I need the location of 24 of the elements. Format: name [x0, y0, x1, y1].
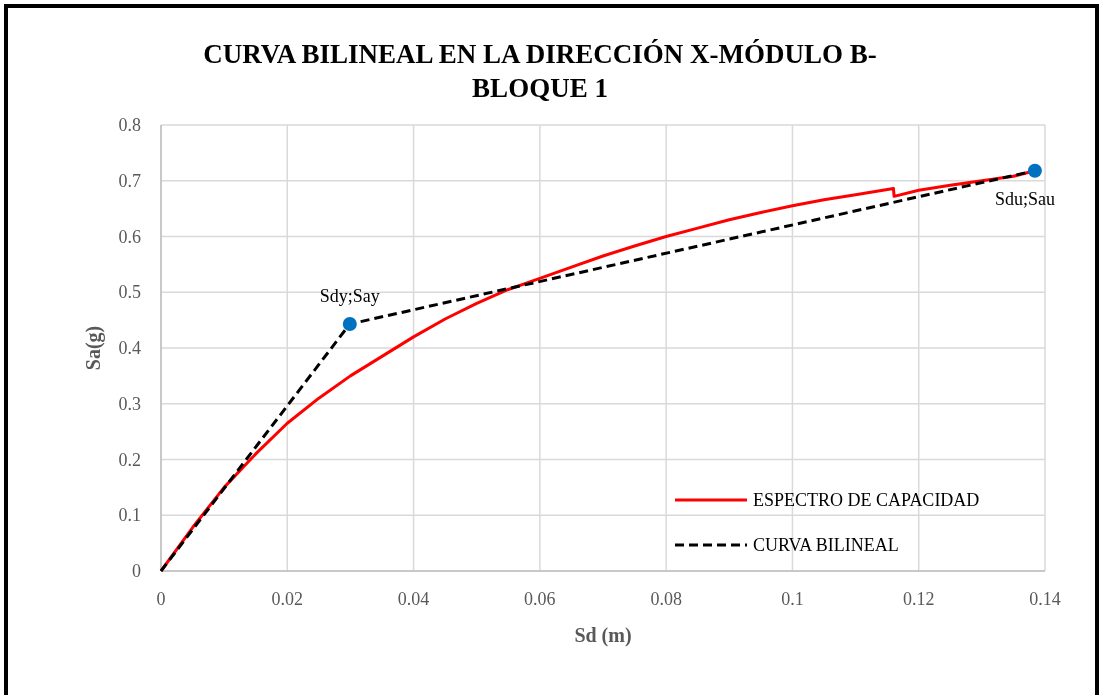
legend-label: CURVA BILINEAL: [753, 535, 899, 555]
x-tick-label: 0.1: [781, 589, 804, 609]
x-tick-label: 0.02: [271, 589, 304, 609]
y-tick-label: 0.7: [118, 170, 141, 191]
y-tick-label: 0.1: [118, 505, 141, 526]
x-tick-label: 0.06: [524, 589, 556, 609]
y-tick-label: 0.5: [118, 282, 141, 303]
y-tick-label: 0.6: [118, 226, 141, 247]
y-tick-label: 0: [132, 561, 141, 581]
x-tick-label: 0.12: [902, 589, 935, 609]
legend-label: ESPECTRO DE CAPACIDAD: [753, 490, 980, 510]
annotation: Sdy;Say: [319, 286, 380, 307]
y-tick-label: 0.3: [118, 393, 141, 414]
x-tick-label: 0: [156, 589, 166, 609]
chart-title: CURVA BILINEAL EN LA DIRECCIÓN X-MÓDULO B- BLOQUE 1: [203, 39, 877, 103]
y-tick-label: 0.4: [118, 338, 141, 358]
x-axis-title: Sd (m): [574, 624, 632, 647]
y-axis-title: Sa(g): [82, 325, 105, 371]
y-tick-label: 0.8: [118, 115, 141, 135]
y-tick-label: 0.2: [118, 449, 141, 470]
x-tick-label: 0.04: [397, 589, 430, 609]
annotation: Sdu;Sau: [994, 188, 1055, 209]
x-tick-label: 0.08: [650, 589, 682, 609]
x-tick-label: 0.14: [1029, 589, 1061, 609]
